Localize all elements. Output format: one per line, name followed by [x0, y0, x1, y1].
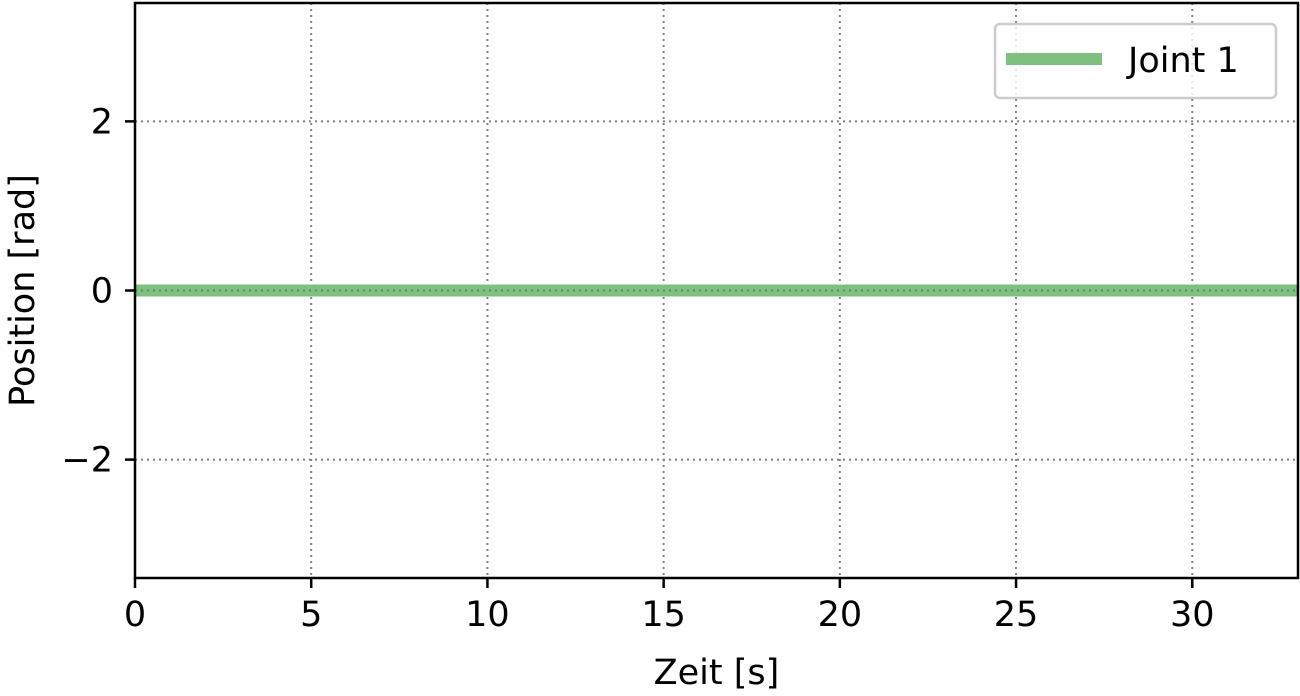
legend-box: [993, 22, 1278, 100]
x-tick-label: 15: [641, 595, 686, 635]
x-tick-label: 10: [465, 595, 510, 635]
x-tick-label: 30: [1170, 595, 1215, 635]
ticks: [125, 120, 1194, 588]
x-tick-label: 0: [124, 595, 146, 635]
x-tick-label: 5: [300, 595, 322, 635]
y-axis-label: Position [rad]: [3, 174, 43, 407]
x-axis-label: Zeit [s]: [654, 653, 780, 693]
x-tick-label: 25: [994, 595, 1039, 635]
legend: Joint 1: [993, 22, 1278, 100]
legend-label-joint-1: Joint 1: [1126, 41, 1239, 81]
y-tick-label: 0: [91, 272, 113, 312]
y-tick-label: 2: [91, 102, 113, 142]
tick-labels: 0 5 10 15 20 25 30 −2 0 2: [61, 102, 1214, 635]
x-tick-label: 20: [818, 595, 863, 635]
y-tick-label: −2: [61, 441, 113, 481]
